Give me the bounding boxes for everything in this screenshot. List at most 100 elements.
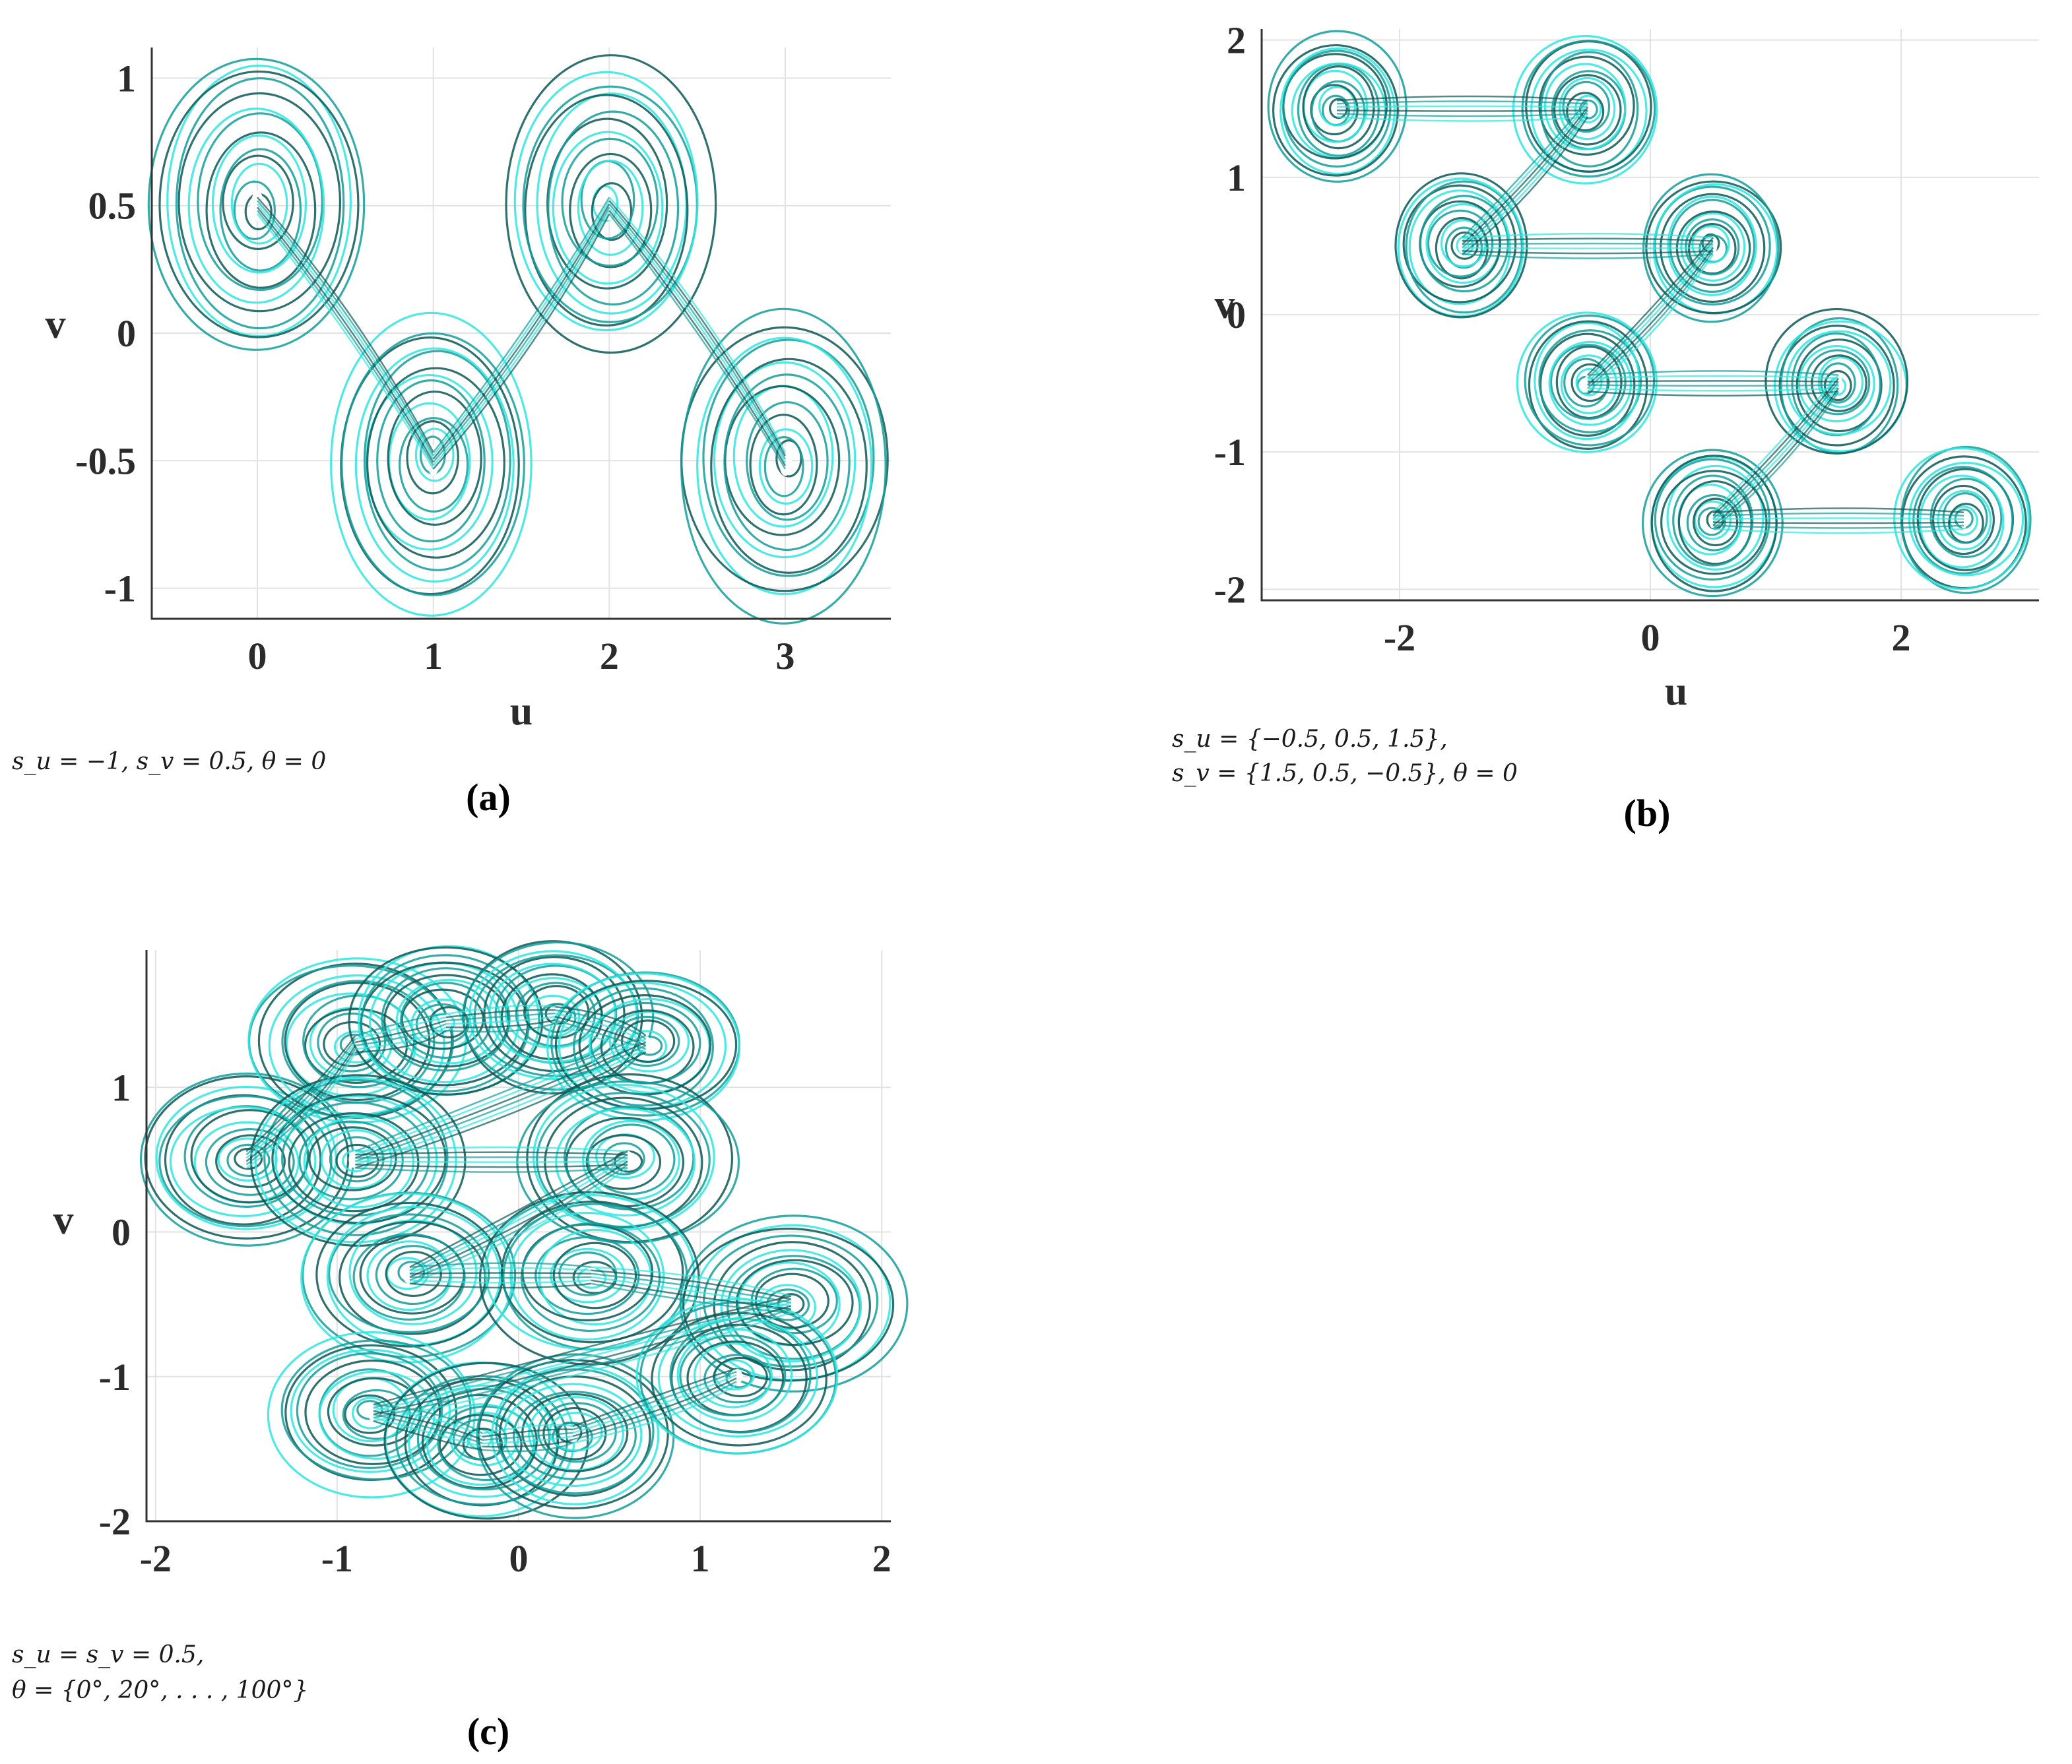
trajectory-transition	[1587, 375, 1839, 379]
trajectory-loop	[1937, 489, 1992, 551]
panel-b-label: (b)	[1624, 792, 1671, 835]
trajectory-loop	[613, 1015, 680, 1067]
panel-a-trajectories	[147, 54, 889, 625]
trajectory-loop	[387, 391, 482, 526]
trajectory-transition	[432, 200, 610, 457]
x-tick-label: 1	[691, 1537, 710, 1580]
x-tick-label: 0	[1641, 616, 1660, 659]
trajectory-transition	[1587, 253, 1714, 393]
trajectory-loop	[298, 1120, 404, 1201]
trajectory-transition	[373, 1410, 483, 1441]
trajectory-loop	[1820, 362, 1856, 404]
panel-b-caption-line2: s_v = {1.5, 0.5, −0.5}, θ = 0	[1172, 760, 1518, 787]
trajectory-loop	[1450, 231, 1479, 260]
trajectory-transition	[573, 1377, 737, 1437]
trajectory-transition	[1712, 512, 1964, 517]
trajectory-loop	[657, 1317, 819, 1438]
trajectory-loop	[696, 336, 873, 596]
trajectory-transition	[1712, 377, 1839, 517]
attractor-center	[1959, 513, 1968, 528]
trajectory-transition	[373, 1305, 792, 1416]
y-tick-label: -2	[99, 1500, 131, 1543]
trajectory-transition	[1712, 528, 1964, 534]
trajectory-loop	[573, 987, 714, 1107]
y-tick-label: 2	[1227, 19, 1246, 62]
panel-b-caption-line1: s_u = {−0.5, 0.5, 1.5},	[1172, 726, 1448, 753]
trajectory-loop	[763, 435, 804, 497]
trajectory-transition	[591, 1276, 791, 1307]
trajectory-transition	[373, 1420, 483, 1451]
trajectory-transition	[573, 1384, 737, 1444]
trajectory-loop	[746, 401, 829, 521]
trajectory-loop	[1804, 349, 1871, 416]
trajectory-loop	[723, 373, 851, 551]
trajectory-loop	[1693, 500, 1732, 540]
trajectory-loop	[1405, 180, 1523, 314]
trajectory-transition	[354, 1034, 647, 1152]
trajectory-transition	[1462, 242, 1714, 245]
trajectory-loop	[713, 361, 857, 559]
trajectory-loop	[1516, 311, 1658, 453]
trajectory-transition	[409, 1157, 628, 1275]
panel-c-caption-line2: θ = {0°, 20°, . . . , 100°}	[12, 1677, 308, 1704]
trajectory-transition	[1336, 109, 1588, 112]
trajectory-loop	[1645, 180, 1782, 315]
panel-c-caption-line1: s_u = s_v = 0.5,	[12, 1641, 204, 1668]
trajectory-loop	[183, 1105, 309, 1208]
y-tick-label: 0	[117, 312, 136, 355]
trajectory-loop	[682, 1227, 895, 1382]
panel-a-ylabel: v	[46, 302, 66, 347]
trajectory-loop	[414, 427, 455, 482]
trajectory-transition	[354, 1041, 647, 1159]
trajectory-transition	[1587, 250, 1714, 389]
trajectory-loop	[512, 1391, 637, 1480]
trajectory-loop	[342, 1389, 411, 1440]
trajectory-loop	[513, 71, 699, 332]
trajectory-transition	[554, 1019, 646, 1050]
panel-b-tick-labels: -2 0 2 2 1 0 -1 -2	[1214, 19, 1911, 659]
trajectory-loop	[1548, 340, 1633, 426]
trajectory-loop	[591, 182, 633, 241]
trajectory-loop	[308, 1126, 397, 1191]
trajectory-loop	[527, 1396, 624, 1472]
panel-c-axes	[145, 950, 891, 1523]
panel-a: 0 1 2 3 1 0.5 0 -0.5 -1 u v s_u = −1, s_v = 0.5,…	[12, 47, 891, 819]
x-tick-label: -2	[1384, 616, 1415, 659]
trajectory-loop	[226, 1143, 271, 1178]
trajectory-transition	[409, 1160, 628, 1278]
trajectory-loop	[1408, 189, 1511, 305]
trajectory-transition	[409, 1267, 592, 1272]
trajectory-transition	[355, 1019, 447, 1044]
trajectory-loop	[547, 110, 680, 306]
trajectory-loop	[1521, 40, 1656, 178]
trajectory-loop	[1574, 94, 1602, 123]
trajectory-transition	[1587, 247, 1714, 386]
panel-b-ylabel: v	[1215, 282, 1235, 327]
panel-a-label: (a)	[466, 776, 511, 819]
trajectory-transition	[1587, 237, 1714, 376]
trajectory-transition	[591, 1282, 791, 1313]
trajectory-transition	[1462, 106, 1589, 245]
trajectory-transition	[409, 1279, 592, 1284]
trajectory-transition	[445, 1019, 556, 1028]
trajectory-transition	[1462, 110, 1589, 249]
trajectory-transition	[573, 1368, 737, 1428]
trajectory-loop	[363, 350, 511, 571]
trajectory-transition	[373, 1413, 483, 1445]
trajectory-loop	[676, 1328, 793, 1422]
trajectory-transition	[409, 1154, 628, 1271]
trajectory-transition	[257, 197, 434, 453]
trajectory-transition	[409, 1167, 628, 1284]
panel-b-axes	[1260, 29, 2039, 602]
trajectory-loop	[603, 1142, 645, 1176]
trajectory-loop	[1654, 458, 1770, 581]
trajectory-loop	[268, 974, 445, 1116]
trajectory-transition	[1712, 381, 1840, 520]
trajectory-transition	[1587, 391, 1839, 397]
trajectory-loop	[326, 1205, 502, 1346]
y-tick-label: 1	[112, 1066, 131, 1109]
trajectory-loop	[187, 108, 325, 304]
trajectory-loop	[1328, 98, 1348, 119]
trajectory-transition	[409, 1276, 592, 1279]
